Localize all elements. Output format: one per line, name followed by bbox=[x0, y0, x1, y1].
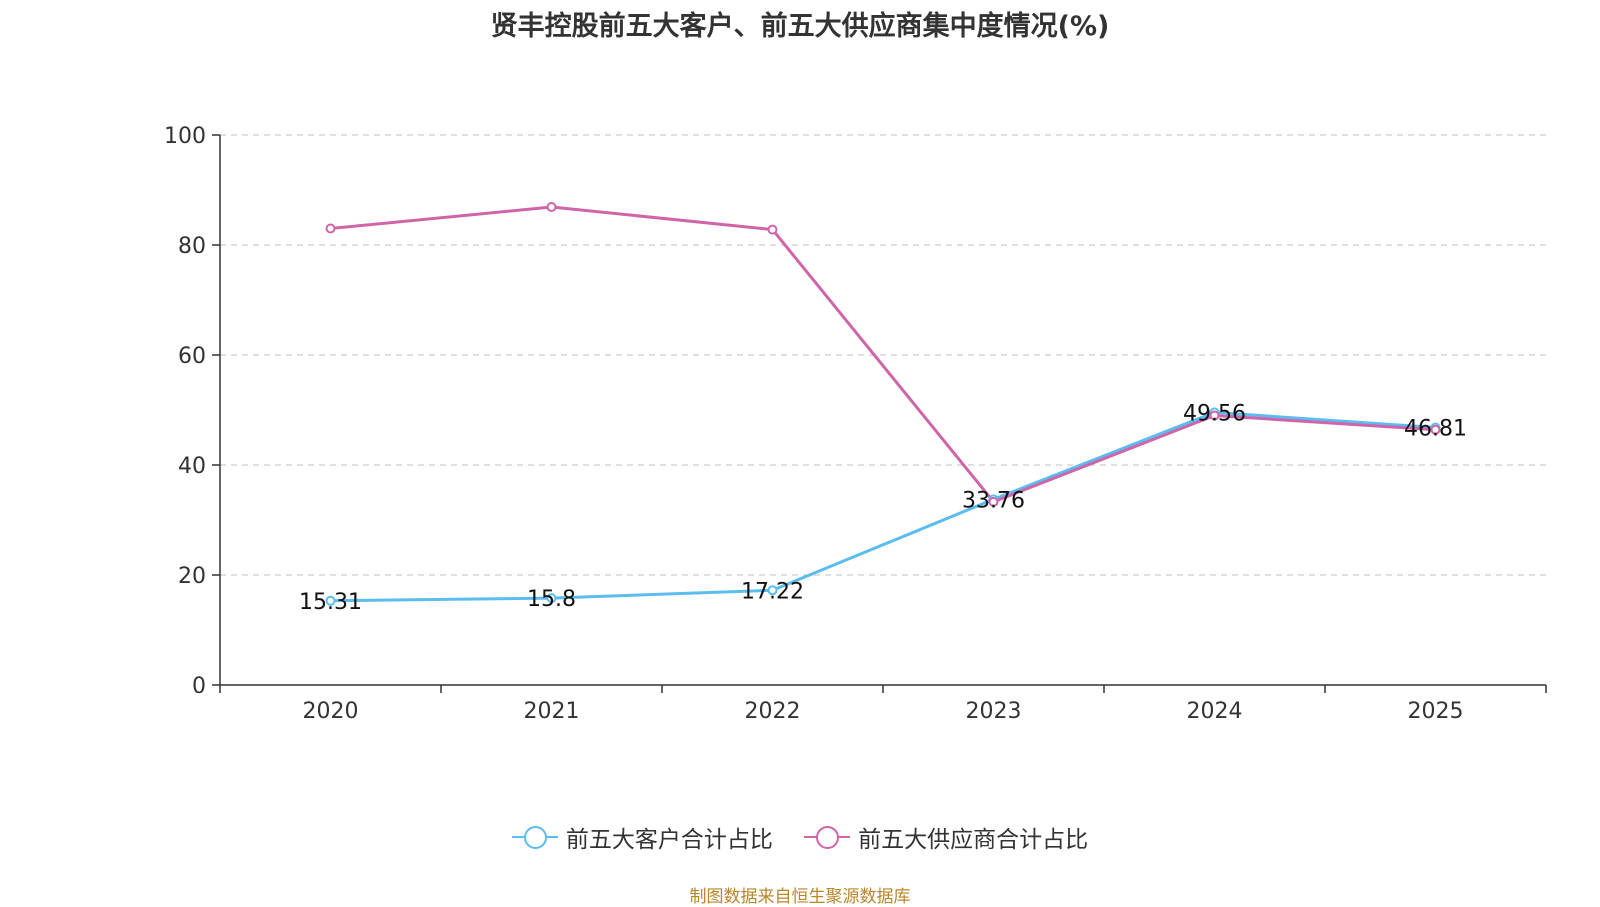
x-tick-label: 2025 bbox=[1408, 699, 1464, 724]
data-point-1 bbox=[988, 496, 999, 507]
y-tick-label: 0 bbox=[192, 674, 206, 699]
x-tick-label: 2022 bbox=[745, 699, 801, 724]
data-point-1 bbox=[767, 224, 778, 235]
source-note: 制图数据来自恒生聚源数据库 bbox=[689, 887, 911, 907]
x-tick-label: 2023 bbox=[966, 699, 1022, 724]
legend-marker-suppliers-icon bbox=[804, 825, 851, 849]
y-tick-label: 60 bbox=[178, 344, 206, 369]
y-tick-label: 20 bbox=[178, 564, 206, 589]
y-tick-label: 40 bbox=[178, 454, 206, 479]
x-tick-label: 2021 bbox=[524, 699, 580, 724]
data-point-1 bbox=[325, 223, 336, 234]
legend-label-customers: 前五大客户合计占比 bbox=[565, 827, 773, 853]
chart-title: 贤丰控股前五大客户、前五大供应商集中度情况(%) bbox=[490, 11, 1110, 42]
data-label: 49.56 bbox=[1183, 401, 1246, 426]
legend: 前五大客户合计占比 前五大供应商合计占比 bbox=[0, 820, 1600, 855]
data-point-1 bbox=[1430, 424, 1441, 435]
data-point-0 bbox=[546, 593, 557, 604]
data-point-1 bbox=[546, 202, 557, 213]
y-tick-label: 80 bbox=[178, 234, 206, 259]
series-line-1 bbox=[330, 205, 1436, 504]
data-label: 33.76 bbox=[962, 488, 1025, 513]
series-line-0 bbox=[330, 410, 1436, 603]
legend-marker-customers-icon bbox=[511, 825, 558, 849]
x-tick-label: 2024 bbox=[1187, 699, 1243, 724]
data-label: 15.31 bbox=[299, 590, 362, 615]
data-point-1 bbox=[1209, 410, 1220, 421]
legend-label-suppliers: 前五大供应商合计占比 bbox=[858, 827, 1089, 853]
data-point-0 bbox=[325, 595, 336, 606]
data-label: 15.8 bbox=[527, 587, 576, 612]
data-label: 46.81 bbox=[1404, 417, 1467, 442]
legend-item-suppliers[interactable]: 前五大供应商合计占比 bbox=[804, 820, 1088, 854]
y-tick-label: 100 bbox=[164, 124, 206, 149]
x-tick-label: 2020 bbox=[303, 699, 359, 724]
data-label: 17.22 bbox=[741, 579, 804, 604]
data-point-0 bbox=[767, 585, 778, 596]
legend-item-customers[interactable]: 前五大客户合计占比 bbox=[511, 820, 773, 854]
